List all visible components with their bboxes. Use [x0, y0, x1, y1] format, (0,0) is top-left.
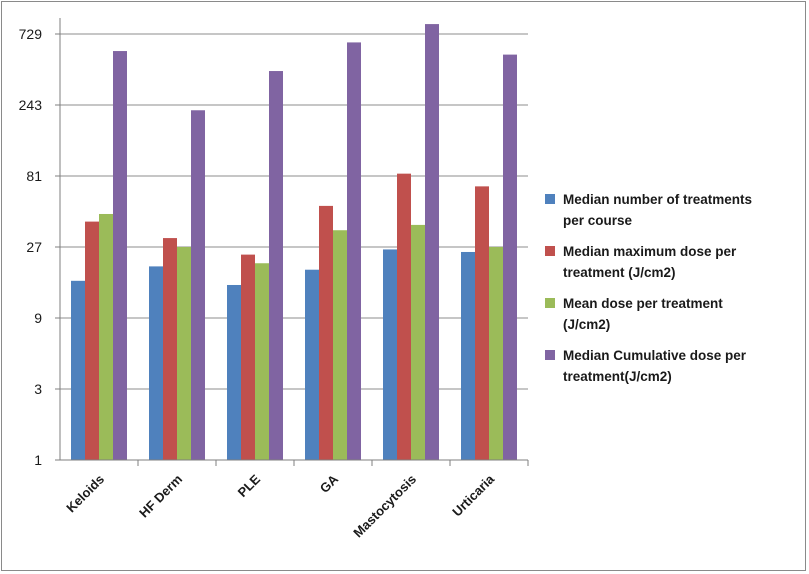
bar-ga-series-4 [347, 42, 361, 460]
bar-hf-derm-series-1 [149, 266, 163, 460]
legend-swatch [545, 246, 555, 256]
legend-label: (J/cm2) [563, 317, 610, 332]
legend: Median number of treatments per course Med… [545, 192, 752, 384]
legend-label: Mean dose per treatment [563, 296, 723, 311]
legend-label: Median maximum dose per [563, 244, 737, 259]
legend-label: treatment(J/cm2) [563, 369, 672, 384]
bar-mastocytosis-series-3 [411, 224, 425, 460]
legend-label: Median Cumulative dose per [563, 348, 747, 363]
axes [55, 18, 529, 466]
y-tick-label: 1 [34, 452, 42, 468]
y-tick-label: 729 [19, 26, 43, 42]
bar-ga-series-2 [319, 205, 333, 460]
x-tick-label: Keloids [63, 472, 107, 516]
y-tick-label: 243 [19, 97, 43, 113]
bar-ga-series-1 [305, 269, 319, 460]
bar-hf-derm-series-4 [191, 110, 205, 461]
bar-ple-series-1 [227, 284, 241, 460]
x-tick-label: Urticaria [449, 471, 497, 519]
bar-keloids-series-2 [85, 221, 99, 460]
bar-keloids-series-3 [99, 213, 113, 460]
bar-urticaria-series-2 [475, 186, 489, 460]
bar-keloids-series-1 [71, 280, 85, 460]
bar-keloids-series-4 [113, 51, 127, 460]
bar-hf-derm-series-2 [163, 238, 177, 460]
legend-swatch [545, 350, 555, 360]
bar-ple-series-4 [269, 71, 283, 460]
bar-ple-series-2 [241, 254, 255, 460]
legend-label: Median number of treatments [563, 192, 752, 207]
bar-ple-series-3 [255, 263, 269, 460]
bar-urticaria-series-1 [461, 251, 475, 460]
bar-urticaria-series-4 [503, 54, 517, 460]
legend-label: treatment (J/cm2) [563, 265, 676, 280]
x-tick-label: Mastocytosis [350, 472, 419, 541]
y-tick-label: 9 [34, 310, 42, 326]
bar-mastocytosis-series-1 [383, 249, 397, 460]
bar-ga-series-3 [333, 230, 347, 460]
legend-swatch [545, 194, 555, 204]
y-tick-labels: 1 3 9 27 81 243 729 [19, 26, 43, 468]
x-tick-labels: Keloids HF Derm PLE GA Mastocytosis Urticaria [63, 471, 497, 540]
bar-urticaria-series-3 [489, 247, 503, 460]
y-tick-label: 27 [26, 239, 42, 255]
x-tick-label: PLE [235, 471, 264, 500]
x-tick-label: GA [317, 471, 342, 496]
bars [71, 24, 517, 461]
bar-hf-derm-series-3 [177, 247, 191, 460]
legend-swatch [545, 298, 555, 308]
gridlines [60, 33, 528, 390]
y-tick-label: 81 [26, 168, 42, 184]
bar-mastocytosis-series-2 [397, 173, 411, 461]
legend-label: per course [563, 213, 633, 228]
y-tick-label: 3 [34, 381, 42, 397]
x-tick-label: HF Derm [136, 472, 185, 521]
bar-mastocytosis-series-4 [425, 24, 439, 460]
